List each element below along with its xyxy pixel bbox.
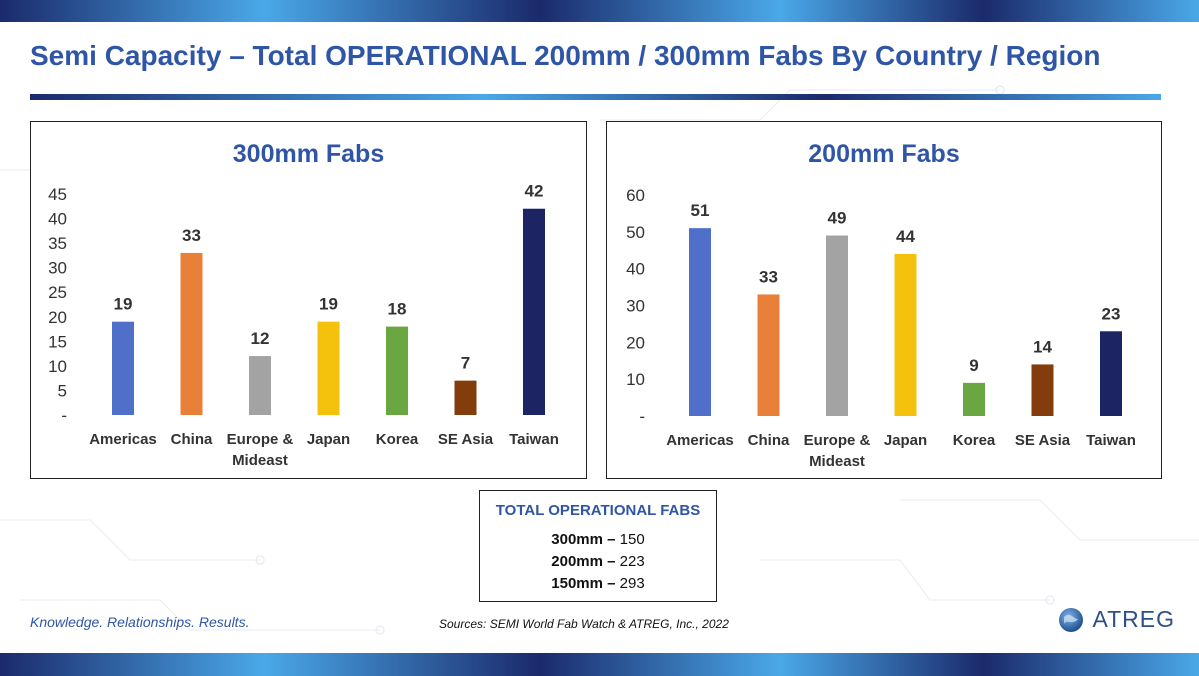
globe-icon [1059,607,1083,632]
y-tick-label: - [639,407,645,426]
data-label: 14 [1033,337,1052,356]
bar [112,321,134,415]
y-tick-label: 40 [48,210,67,229]
x-tick-label: Korea [953,432,996,449]
x-tick-label: Mideast [809,453,865,470]
data-label: 9 [969,356,978,375]
totals-size: 300mm [551,531,603,548]
logo-text: ATREG [1092,606,1175,632]
y-tick-label: 60 [626,186,645,205]
data-label: 33 [182,226,201,245]
atreg-logo: ATREG [1058,606,1175,634]
x-tick-label: SE Asia [1015,432,1071,449]
data-label: 51 [691,201,710,220]
y-tick-label: 50 [626,223,645,242]
y-tick-label: 40 [626,260,645,279]
chart-title-300mm: 300mm Fabs [232,140,385,168]
data-label: 19 [114,295,133,314]
y-tick-label: 35 [48,234,67,253]
data-label: 44 [896,227,915,246]
x-tick-label: Europe & [227,431,294,448]
y-tick-label: - [61,406,67,425]
totals-size: 150mm [551,575,603,592]
x-tick-label: Americas [666,432,734,449]
chart-300mm: - 5 10 15 20 25 30 35 40 45 19 Americas 33 China 12 Eur… [48,182,559,469]
x-tick-label: Mideast [232,452,288,469]
y-tick-label: 45 [48,185,67,204]
x-tick-label: Japan [884,432,927,449]
y-tick-label: 15 [48,332,67,351]
totals-title: TOTAL OPERATIONAL FABS [495,502,701,519]
y-tick-label: 5 [58,381,67,400]
bar [894,253,917,416]
data-label: 33 [759,267,778,286]
x-tick-label: Japan [307,431,350,448]
totals-count: 293 [619,575,645,592]
chart-panel-200mm: 200mm Fabs - 10 20 30 40 50 60 51 Americas 33 Chin… [606,121,1162,479]
y-tick-label: 20 [626,333,645,352]
totals-count: 223 [619,553,645,570]
totals-line-300mm: 300mm – 150 [480,529,716,551]
chart-panel-300mm: 300mm Fabs - 5 10 15 20 25 30 35 40 45 19 Americas 3… [30,121,587,479]
totals-count: 150 [619,531,645,548]
bar [386,326,408,415]
x-tick-label: Americas [89,431,157,448]
totals-sep: – [602,531,620,548]
x-tick-label: Europe & [804,432,871,449]
y-tick-label: 25 [48,283,67,302]
bar [454,380,477,415]
bar [317,321,340,415]
y-tick-label: 10 [48,357,67,376]
bar [1031,364,1054,416]
totals-sep: – [602,575,620,592]
data-label: 19 [319,295,338,314]
totals-size: 200mm [551,553,603,570]
bar [1100,331,1122,416]
footer-sources: Sources: SEMI World Fab Watch & ATREG, I… [439,617,729,631]
data-label: 42 [525,182,544,201]
chart-title-200mm: 200mm Fabs [808,140,960,168]
data-label: 23 [1102,304,1121,323]
totals-sep: – [602,553,620,570]
y-tick-label: 20 [48,308,67,327]
page-title: Semi Capacity – Total OPERATIONAL 200mm … [30,40,1101,71]
y-tick-label: 30 [626,297,645,316]
x-tick-label: China [748,432,790,449]
bar [523,208,545,415]
bar [689,228,711,416]
x-tick-label: SE Asia [438,431,494,448]
bar [757,294,780,416]
chart-200mm: - 10 20 30 40 50 60 51 Americas 33 China 49 Europe &… [626,186,1136,470]
x-tick-label: Taiwan [1086,432,1136,449]
data-label: 7 [461,354,470,373]
data-label: 49 [828,209,847,228]
footer-tagline: Knowledge. Relationships. Results. [30,614,250,630]
title-rule [30,94,1161,100]
totals-line-150mm: 150mm – 293 [480,573,716,595]
bar [963,382,985,416]
bar [249,356,271,415]
bar [826,235,848,416]
x-tick-label: Taiwan [509,431,559,448]
y-tick-label: 10 [626,370,645,389]
totals-box: TOTAL OPERATIONAL FABS 300mm – 150 200mm… [479,490,717,602]
bar [180,252,203,415]
data-label: 18 [388,300,407,319]
x-tick-label: China [171,431,213,448]
totals-line-200mm: 200mm – 223 [480,551,716,573]
data-label: 12 [251,329,270,348]
footer-color-band [0,653,1199,676]
header-color-band [0,0,1199,22]
x-tick-label: Korea [376,431,419,448]
y-tick-label: 30 [48,259,67,278]
